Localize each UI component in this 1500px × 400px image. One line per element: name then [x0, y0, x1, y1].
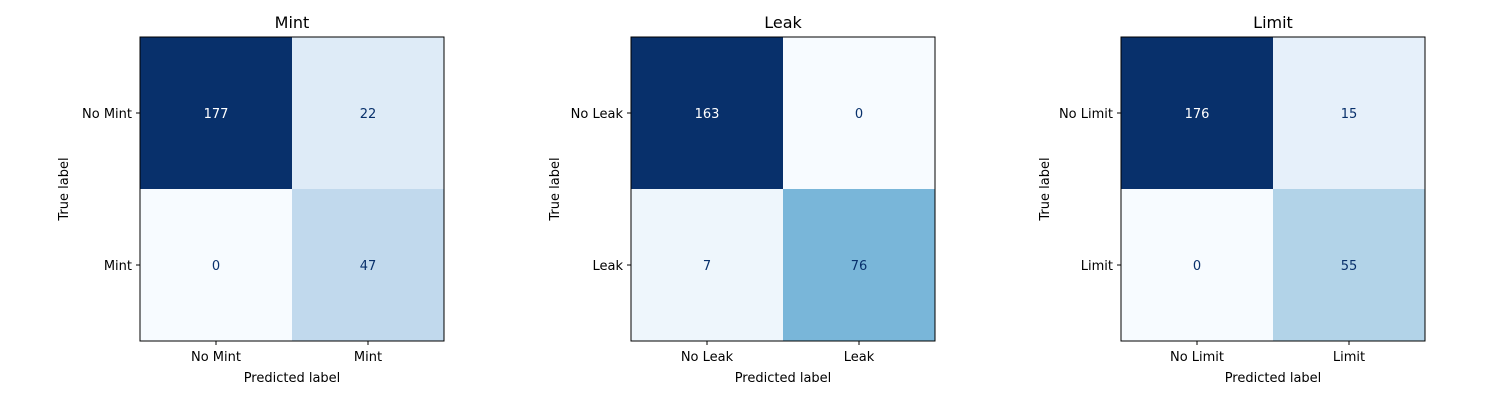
heatmap-cell — [1121, 37, 1273, 189]
heatmap-cell — [1273, 37, 1425, 189]
heatmap-cell — [140, 37, 292, 189]
cell-value: 76 — [851, 259, 868, 274]
chart-title: Limit — [1253, 13, 1293, 32]
heatmap-cell — [631, 189, 783, 341]
x-tick-label: Leak — [844, 350, 875, 365]
y-tick-label: No Limit — [1059, 107, 1113, 122]
x-tick-label: No Limit — [1170, 350, 1224, 365]
y-tick-label: No Leak — [571, 107, 624, 122]
x-tick-label: No Mint — [191, 350, 241, 365]
cell-value: 177 — [204, 107, 229, 122]
cell-value: 47 — [360, 259, 377, 274]
y-tick-label: Limit — [1081, 259, 1113, 274]
cell-value: 55 — [1341, 259, 1358, 274]
x-tick-label: No Leak — [681, 350, 734, 365]
cell-value: 7 — [703, 259, 711, 274]
cell-value: 0 — [1193, 259, 1201, 274]
y-tick-label: Leak — [592, 259, 623, 274]
plot-frame — [630, 36, 936, 342]
heatmap-cell — [1273, 189, 1425, 341]
cell-value: 15 — [1341, 107, 1358, 122]
y-axis-label: True label — [548, 157, 563, 221]
x-axis-label: Predicted label — [1225, 371, 1322, 386]
x-tick-label: Limit — [1333, 350, 1365, 365]
y-tick-label: Mint — [104, 259, 132, 274]
x-axis-label: Predicted label — [244, 371, 341, 386]
heatmap-cell — [140, 189, 292, 341]
heatmap-cell — [783, 189, 935, 341]
y-tick-label: No Mint — [82, 107, 132, 122]
plot-frame — [1120, 36, 1426, 342]
chart-title: Mint — [275, 13, 310, 32]
heatmap-cell — [631, 37, 783, 189]
heatmap-cell — [783, 37, 935, 189]
y-axis-label: True label — [1038, 157, 1053, 221]
heatmap-cell — [292, 189, 444, 341]
heatmap-cell — [1121, 189, 1273, 341]
cell-value: 0 — [855, 107, 863, 122]
cell-value: 0 — [212, 259, 220, 274]
x-axis-label: Predicted label — [735, 371, 832, 386]
heatmap-cell — [292, 37, 444, 189]
cell-value: 163 — [695, 107, 720, 122]
plot-frame — [139, 36, 445, 342]
chart-title: Leak — [764, 13, 802, 32]
cell-value: 22 — [360, 107, 377, 122]
y-axis-label: True label — [57, 157, 72, 221]
cell-value: 176 — [1185, 107, 1210, 122]
x-tick-label: Mint — [354, 350, 382, 365]
